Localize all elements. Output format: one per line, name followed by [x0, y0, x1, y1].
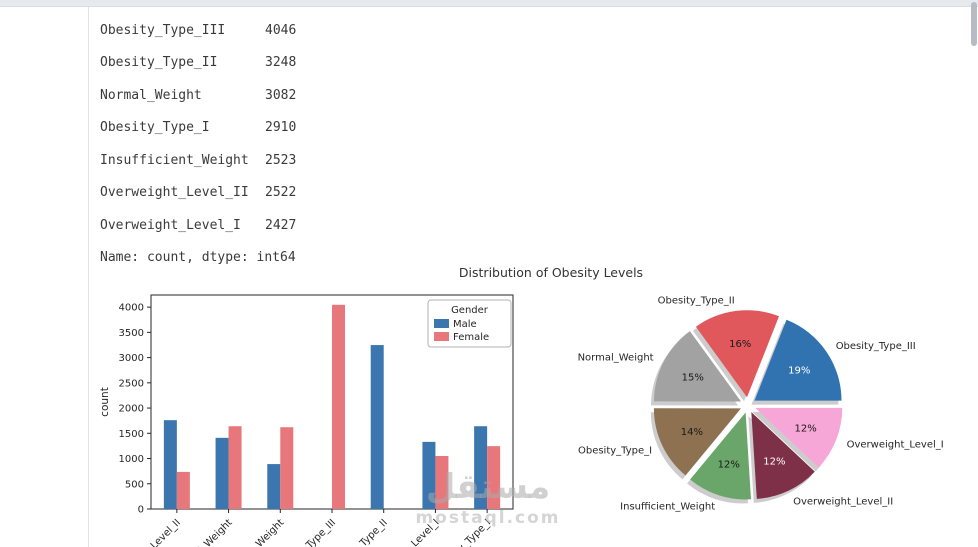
count-row: Insufficient_Weight 2523: [100, 144, 296, 177]
pie-pct-label: 16%: [729, 339, 751, 350]
x-tick-label: Obesity_Type_III: [274, 517, 338, 547]
pie-pct-label: 15%: [682, 372, 704, 383]
cell-left-border: [88, 7, 89, 547]
count-value: 2427: [265, 217, 297, 233]
count-label: Insufficient_Weight: [100, 152, 249, 168]
count-label: Overweight_Level_II: [100, 185, 249, 201]
bar-female: [435, 456, 449, 509]
count-row: Overweight_Level_II 2522: [100, 177, 296, 210]
x-tick-label: Normal_Weight: [173, 517, 235, 547]
y-tick-label: 0: [138, 505, 144, 516]
count-row: Obesity_Type_III 4046: [100, 14, 296, 47]
pie-pct-label: 19%: [788, 366, 810, 377]
pie-wedge: [695, 310, 779, 398]
count-label: Normal_Weight: [100, 87, 202, 103]
pie-pct-label: 12%: [718, 460, 740, 471]
y-tick-label: 500: [125, 479, 144, 490]
count-value: 3082: [265, 87, 297, 103]
count-label: Obesity_Type_II: [100, 55, 218, 71]
pie-label: Obesity_Type_II: [658, 295, 735, 306]
pie-pct-label: 14%: [681, 427, 703, 438]
bar-male: [267, 464, 281, 509]
pie-wedge: [755, 407, 843, 468]
count-row: Normal_Weight 3082: [100, 79, 296, 112]
count-value: 2522: [265, 185, 297, 201]
y-tick-label: 2500: [119, 378, 144, 389]
pie-pct-label: 12%: [763, 457, 785, 468]
top-divider: [0, 0, 978, 7]
pie-label: Obesity_Type_I: [578, 446, 652, 457]
legend-swatch-female: [434, 332, 449, 341]
count-row: Obesity_Type_I 2910: [100, 112, 296, 145]
pie-pct-label: 12%: [794, 423, 816, 434]
count-row: Obesity_Type_II 3248: [100, 47, 296, 80]
legend-title: Gender: [451, 305, 489, 316]
y-tick-label: 4000: [119, 303, 144, 314]
figure-title: Distribution of Obesity Levels: [458, 265, 644, 280]
count-label: Obesity_Type_I: [100, 120, 210, 136]
bar-male: [422, 441, 436, 509]
x-tick-label: Overweight_Level_II: [104, 517, 183, 547]
pie-wedge: [754, 319, 842, 401]
pie-label: Obesity_Type_III: [836, 341, 916, 352]
pie-label: Overweight_Level_I: [847, 440, 944, 451]
pie-label: Normal_Weight: [578, 352, 654, 363]
bar-female: [176, 471, 190, 509]
y-tick-label: 3500: [119, 328, 144, 339]
pie-label: Overweight_Level_II: [793, 496, 893, 507]
bar-female: [487, 446, 501, 509]
count-value: 2910: [265, 120, 297, 136]
y-tick-label: 2000: [119, 404, 144, 415]
count-value: 4046: [265, 22, 297, 38]
x-tick-label: Obesity_Type_II: [328, 517, 390, 547]
bar-chart: 0 500 1000 1500 2000 2500 3000 3500 4000 count Ove…: [99, 294, 514, 547]
pie-wedge: [751, 412, 815, 499]
value-counts-output: Obesity_Type_III 4046 Obesity_Type_II 3248…: [100, 14, 296, 274]
x-tick-label: Obesity_Type_I: [433, 517, 493, 547]
legend-swatch-male: [434, 319, 449, 328]
y-tick-label: 1000: [119, 454, 144, 465]
count-row: Overweight_Level_I 2427: [100, 209, 296, 242]
bar-male: [215, 437, 229, 509]
legend-label: Male: [453, 319, 477, 330]
dtype-line: Name: count, dtype: int64: [100, 250, 296, 266]
bar-male: [163, 420, 177, 509]
pie-wedge: [653, 408, 741, 476]
pie-chart: 19% Obesity_Type_III 16% Obesity_Type_II 15%…: [578, 295, 944, 512]
count-label: Overweight_Level_I: [100, 217, 241, 233]
bar-female: [280, 427, 294, 509]
bar-male: [474, 426, 488, 509]
pie-wedge: [654, 331, 742, 402]
count-value: 2523: [265, 152, 297, 168]
count-value: 3248: [265, 55, 297, 71]
bar-male: [370, 345, 384, 509]
y-tick-label: 3000: [119, 353, 144, 364]
bar-female: [228, 426, 242, 509]
scrollbar-thumb[interactable]: [971, 2, 977, 46]
y-axis-label: count: [99, 387, 111, 417]
pie-label: Insufficient_Weight: [620, 501, 715, 512]
bar-female: [332, 304, 345, 509]
legend-label: Female: [453, 332, 489, 343]
count-label: Obesity_Type_III: [100, 22, 226, 38]
pie-wedge: [690, 412, 751, 500]
y-tick-label: 1500: [119, 429, 144, 440]
